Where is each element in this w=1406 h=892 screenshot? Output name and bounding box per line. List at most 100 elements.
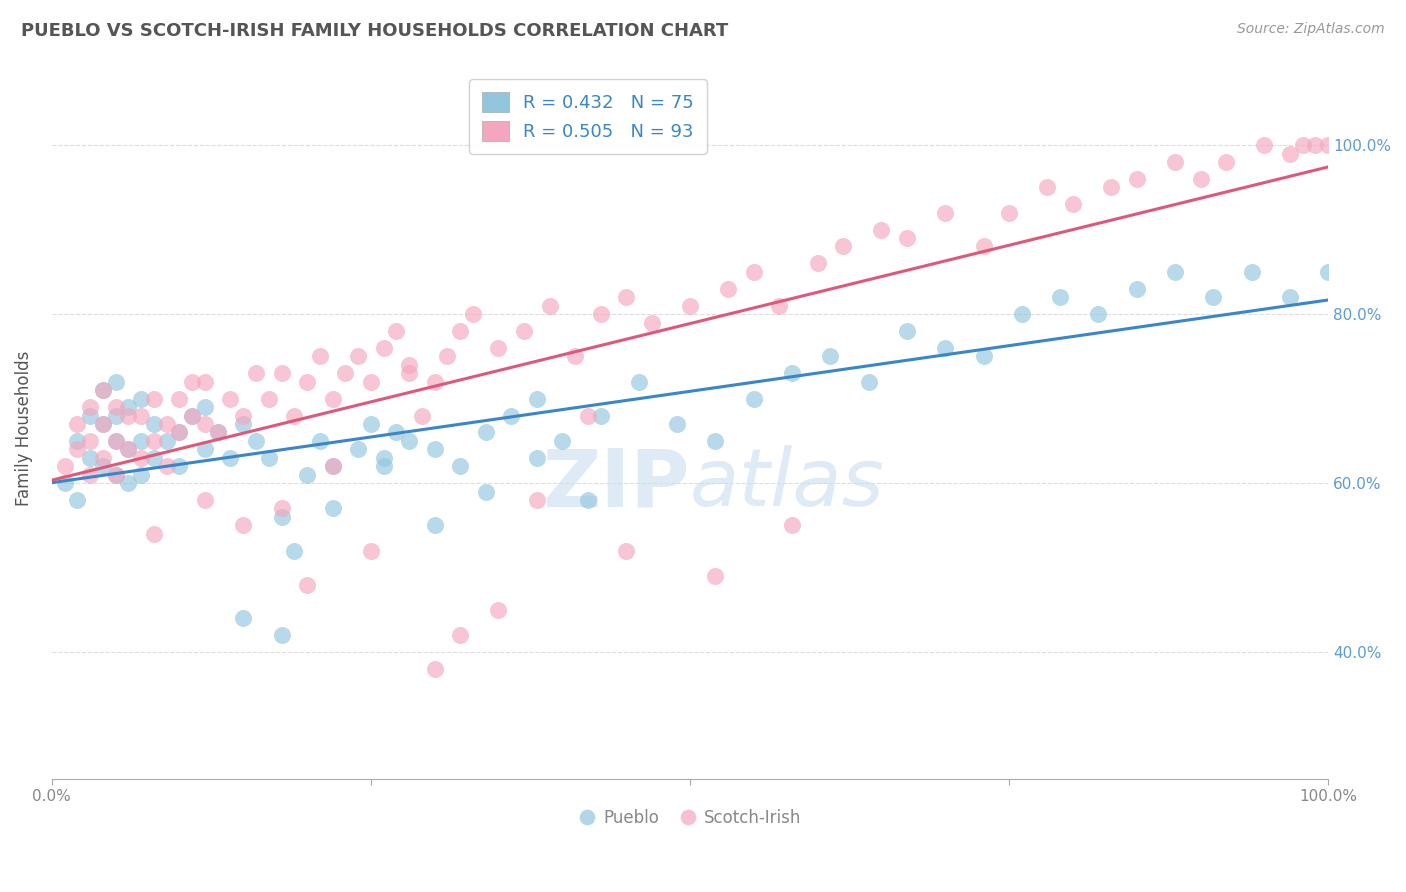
Point	[257, 450, 280, 465]
Point	[501, 409, 523, 423]
Point	[347, 442, 370, 457]
Point	[232, 518, 254, 533]
Point	[270, 628, 292, 642]
Point	[169, 425, 191, 440]
Point	[488, 341, 510, 355]
Point	[360, 417, 382, 431]
Point	[79, 434, 101, 448]
Point	[295, 577, 318, 591]
Point	[104, 409, 127, 423]
Point	[973, 239, 995, 253]
Point	[129, 409, 152, 423]
Y-axis label: Family Households: Family Households	[15, 351, 32, 506]
Point	[1125, 282, 1147, 296]
Point	[104, 434, 127, 448]
Point	[1164, 155, 1187, 169]
Point	[423, 442, 446, 457]
Text: Source: ZipAtlas.com: Source: ZipAtlas.com	[1237, 22, 1385, 37]
Point	[66, 417, 89, 431]
Point	[423, 662, 446, 676]
Point	[91, 417, 114, 431]
Point	[998, 205, 1021, 219]
Point	[66, 442, 89, 457]
Point	[129, 392, 152, 406]
Point	[627, 375, 650, 389]
Point	[257, 392, 280, 406]
Point	[117, 476, 139, 491]
Point	[1278, 290, 1301, 304]
Point	[1087, 307, 1109, 321]
Point	[79, 409, 101, 423]
Point	[551, 434, 574, 448]
Text: ZIP: ZIP	[543, 445, 690, 524]
Point	[780, 366, 803, 380]
Point	[142, 450, 165, 465]
Point	[1189, 172, 1212, 186]
Point	[156, 417, 179, 431]
Point	[270, 501, 292, 516]
Point	[742, 392, 765, 406]
Point	[79, 400, 101, 414]
Point	[614, 290, 637, 304]
Point	[194, 400, 217, 414]
Point	[129, 450, 152, 465]
Point	[526, 392, 548, 406]
Point	[1278, 146, 1301, 161]
Point	[436, 349, 458, 363]
Point	[194, 493, 217, 508]
Point	[360, 543, 382, 558]
Point	[156, 459, 179, 474]
Point	[538, 299, 561, 313]
Point	[461, 307, 484, 321]
Point	[194, 375, 217, 389]
Point	[614, 543, 637, 558]
Point	[1317, 138, 1340, 153]
Point	[194, 442, 217, 457]
Point	[1317, 265, 1340, 279]
Point	[742, 265, 765, 279]
Point	[181, 409, 204, 423]
Point	[1011, 307, 1033, 321]
Point	[322, 459, 344, 474]
Point	[91, 383, 114, 397]
Point	[858, 375, 880, 389]
Point	[142, 417, 165, 431]
Point	[488, 603, 510, 617]
Point	[129, 434, 152, 448]
Point	[53, 459, 76, 474]
Point	[576, 493, 599, 508]
Point	[66, 493, 89, 508]
Point	[295, 467, 318, 482]
Point	[704, 434, 727, 448]
Point	[832, 239, 855, 253]
Text: atlas: atlas	[690, 445, 884, 524]
Point	[117, 442, 139, 457]
Point	[360, 375, 382, 389]
Point	[104, 467, 127, 482]
Point	[474, 484, 496, 499]
Point	[308, 349, 330, 363]
Point	[398, 358, 420, 372]
Point	[806, 256, 828, 270]
Point	[142, 434, 165, 448]
Point	[91, 383, 114, 397]
Point	[66, 434, 89, 448]
Point	[1125, 172, 1147, 186]
Point	[526, 493, 548, 508]
Point	[79, 467, 101, 482]
Point	[870, 222, 893, 236]
Point	[308, 434, 330, 448]
Point	[295, 375, 318, 389]
Point	[207, 425, 229, 440]
Point	[1253, 138, 1275, 153]
Point	[104, 467, 127, 482]
Point	[245, 366, 267, 380]
Point	[411, 409, 433, 423]
Point	[640, 316, 662, 330]
Point	[373, 459, 395, 474]
Point	[91, 417, 114, 431]
Point	[129, 467, 152, 482]
Point	[169, 459, 191, 474]
Point	[666, 417, 689, 431]
Point	[270, 366, 292, 380]
